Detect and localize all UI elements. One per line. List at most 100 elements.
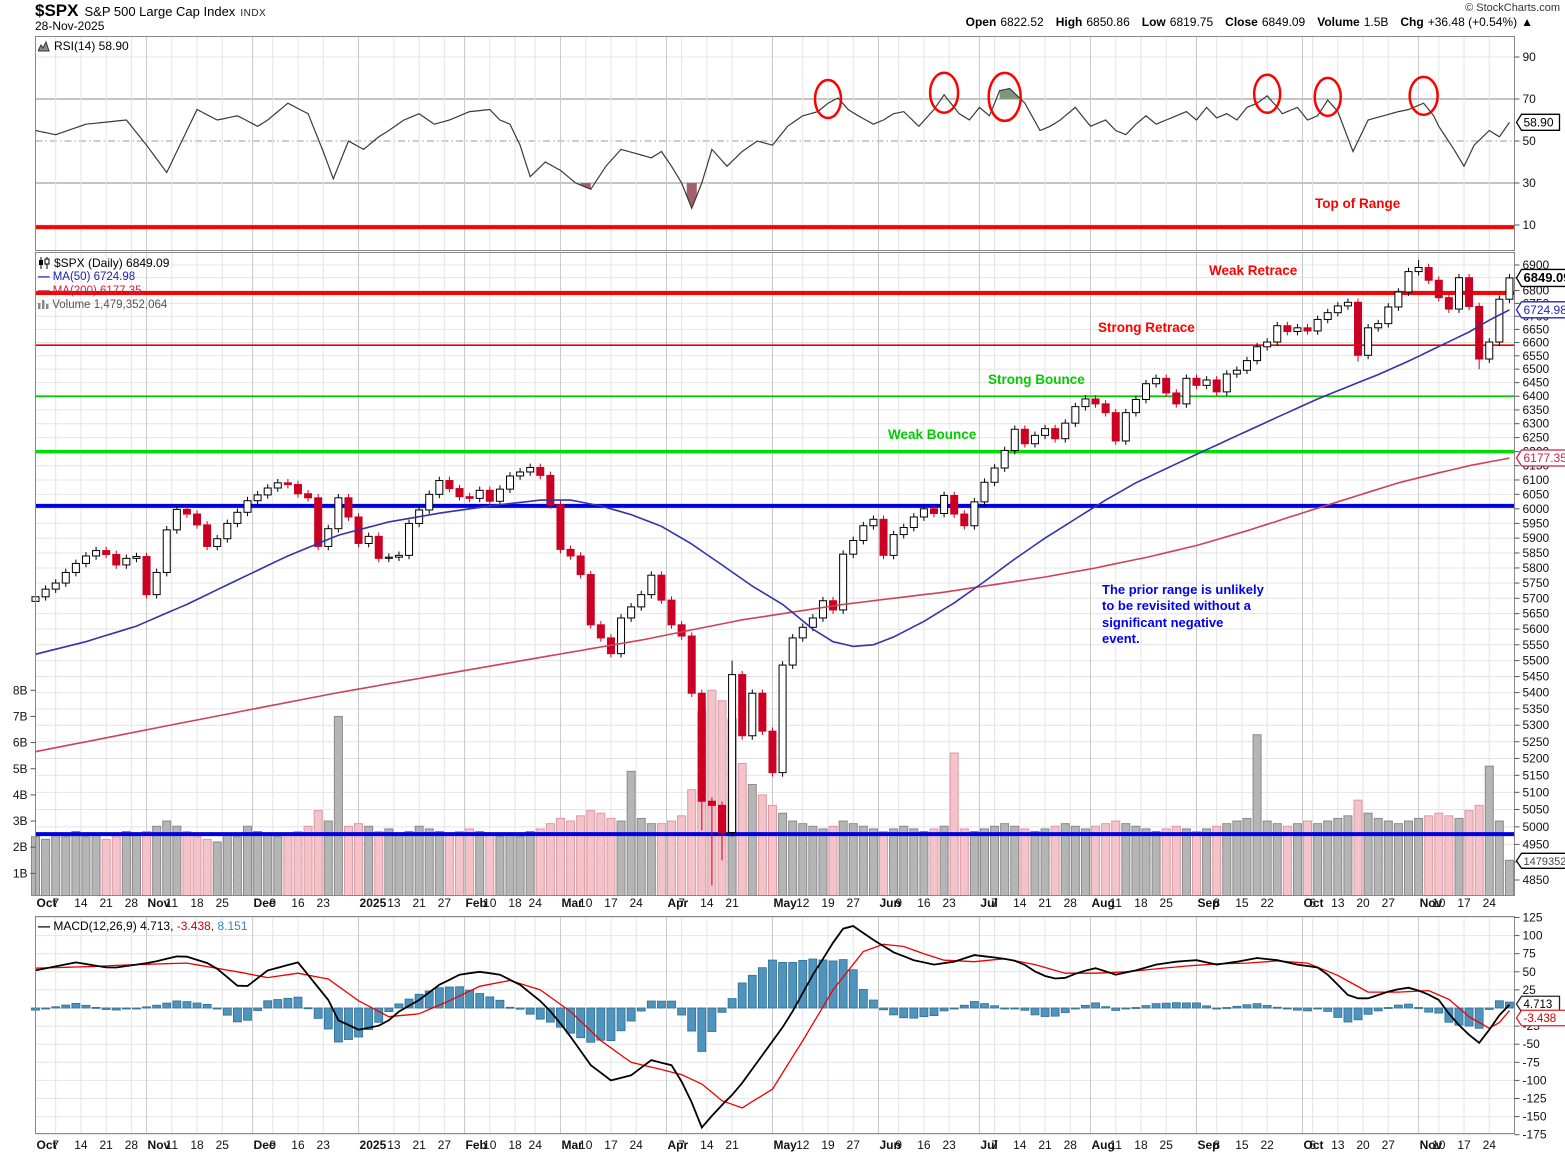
macd-layer — [31, 925, 1514, 1130]
axis-tick-label: 20 — [1356, 896, 1370, 910]
chart-date: 28-Nov-2025 — [35, 19, 105, 33]
axis-tick-label: 3B — [13, 814, 28, 828]
symbol-label: $SPX — [35, 1, 79, 20]
axis-tick-label: 10 — [579, 896, 593, 910]
symbol-name: S&P 500 Large Cap Index — [84, 4, 236, 19]
axis-tick-label: 21 — [99, 896, 113, 910]
axis-tick-label: 7 — [678, 1138, 685, 1152]
x-axis-month-label: May — [773, 896, 797, 910]
x-axis-month-label: Aug — [1091, 896, 1114, 910]
ma200-legend-text: MA(200) 6177.35 — [52, 285, 142, 297]
axis-tick-label: 8 — [1213, 1138, 1220, 1152]
axis-tick-label: 90 — [1523, 50, 1537, 64]
axis-tick-label: 4B — [13, 788, 28, 802]
axis-tick-label: 5800 — [1523, 561, 1550, 575]
axis-tick-label: 5600 — [1523, 622, 1550, 636]
ma200-line-icon: — — [38, 285, 50, 297]
axis-tick-label: 24 — [630, 896, 644, 910]
axis-tick-label: 5300 — [1523, 718, 1550, 732]
axis-tick-label: 30 — [1523, 176, 1537, 190]
axis-tick-label: 24 — [529, 896, 543, 910]
x-axis-month-label: Nov — [1420, 896, 1443, 910]
current-value-label: 6849.09 — [1524, 270, 1565, 285]
axis-tick-label: 6050 — [1523, 487, 1550, 501]
axis-tick-label: 6550 — [1523, 349, 1550, 363]
axis-tick-label: 5700 — [1523, 591, 1550, 605]
axis-tick-label: 6250 — [1523, 431, 1550, 445]
quote-label: Close — [1225, 15, 1258, 29]
x-axis-month-label: Feb — [466, 1138, 487, 1152]
axis-tick-label: 6900 — [1523, 258, 1550, 272]
axis-tick-label: 6 — [1309, 896, 1316, 910]
price-legend-text: $SPX (Daily) 6849.09 — [54, 256, 170, 270]
axis-tick-label: 10 — [1432, 896, 1446, 910]
axis-tick-label: 5850 — [1523, 546, 1550, 560]
axis-tick-label: 15 — [1235, 896, 1249, 910]
rsi-layer — [35, 87, 1515, 230]
axis-tick-label: 21 — [412, 896, 426, 910]
axis-tick-label: 5400 — [1523, 686, 1550, 700]
axis-tick-label: 9 — [269, 896, 276, 910]
axis-tick-label: 24 — [1483, 1138, 1497, 1152]
axis-tick-label: 16 — [291, 1138, 305, 1152]
axis-tick-label: 7 — [52, 1138, 59, 1152]
axis-tick-label: 14 — [700, 1138, 714, 1152]
axis-tick-label: 11 — [166, 896, 179, 910]
x-axis-month-label: Jul — [980, 896, 997, 910]
current-value-label: 6177.35 — [1524, 451, 1565, 465]
macd-legend-name: MACD(12,26,9) — [53, 919, 137, 933]
axis-tick-label: 24 — [529, 1138, 543, 1152]
macd-legend: — MACD(12,26,9) 4.713, -3.438, 8.151 — [38, 919, 248, 933]
current-value-label: 58.90 — [1524, 115, 1554, 129]
axis-tick-label: 21 — [99, 1138, 113, 1152]
axis-tick-label: 18 — [190, 896, 204, 910]
axis-tick-label: 5000 — [1523, 820, 1550, 834]
ohlc-quote-bar: Open 6822.52 High 6850.86 Low 6819.75 Close 684… — [954, 15, 1533, 29]
rsi-legend-text: RSI(14) 58.90 — [54, 39, 129, 53]
x-axis-month-label: 2025 — [360, 1138, 387, 1152]
axis-tick-label: 28 — [125, 1138, 139, 1152]
axis-tick-label: 5950 — [1523, 516, 1550, 530]
axis-tick-label: 19 — [821, 1138, 835, 1152]
axis-tick-label: 10 — [483, 896, 497, 910]
axis-tick-label: 27 — [1382, 896, 1396, 910]
axis-tick-label: 8B — [13, 683, 28, 697]
annotation-top-of-range: Top of Range — [1315, 196, 1401, 211]
axis-tick-label: -175 — [1523, 1128, 1547, 1142]
axis-tick-label: 10 — [579, 1138, 593, 1152]
axis-tick-label: 6000 — [1523, 502, 1550, 516]
axis-labels: 4850490049505000505051005150520052505300… — [13, 50, 1550, 1152]
current-value-label: 1479352 — [1524, 856, 1565, 868]
price-legend-main: $SPX (Daily) 6849.09 — [38, 256, 169, 270]
axis-tick-label: 5750 — [1523, 576, 1550, 590]
axis-tick-label: 5050 — [1523, 803, 1550, 817]
axis-tick-label: 9 — [269, 1138, 276, 1152]
ma50-legend: — MA(50) 6724.98 — [38, 271, 135, 283]
x-axis-month-label: 2025 — [360, 896, 387, 910]
panel-borders — [35, 36, 1515, 1134]
axis-tick-label: 27 — [847, 896, 861, 910]
support-resistance-lines — [35, 291, 1515, 837]
axis-tick-label: 5100 — [1523, 785, 1550, 799]
quote-value: 1.5B — [1363, 15, 1389, 29]
axis-tick-label: 18 — [1134, 896, 1148, 910]
axis-tick-label: 14 — [1013, 1138, 1027, 1152]
axis-tick-label: 70 — [1523, 92, 1537, 106]
volume-legend-text: Volume 1,479,352,064 — [52, 299, 168, 311]
x-axis-month-label: Mar — [561, 1138, 583, 1152]
axis-tick-label: 50 — [1523, 134, 1537, 148]
axis-tick-label: 25 — [1160, 1138, 1174, 1152]
axis-tick-label: 11 — [166, 1138, 179, 1152]
axis-tick-label: 5550 — [1523, 638, 1550, 652]
volume-bars-icon — [38, 300, 49, 309]
axis-tick-label: -125 — [1523, 1092, 1547, 1106]
axis-tick-label: 18 — [190, 1138, 204, 1152]
axis-tick-label: 125 — [1523, 911, 1543, 925]
axis-tick-label: 25 — [1523, 983, 1537, 997]
quote-label: High — [1055, 15, 1083, 29]
axis-tick-label: 25 — [216, 1138, 230, 1152]
axis-tick-label: 15 — [1235, 1138, 1249, 1152]
x-axis-month-label: Mar — [561, 896, 583, 910]
quote-value: 6850.86 — [1086, 15, 1130, 29]
axis-tick-label: 16 — [917, 1138, 931, 1152]
